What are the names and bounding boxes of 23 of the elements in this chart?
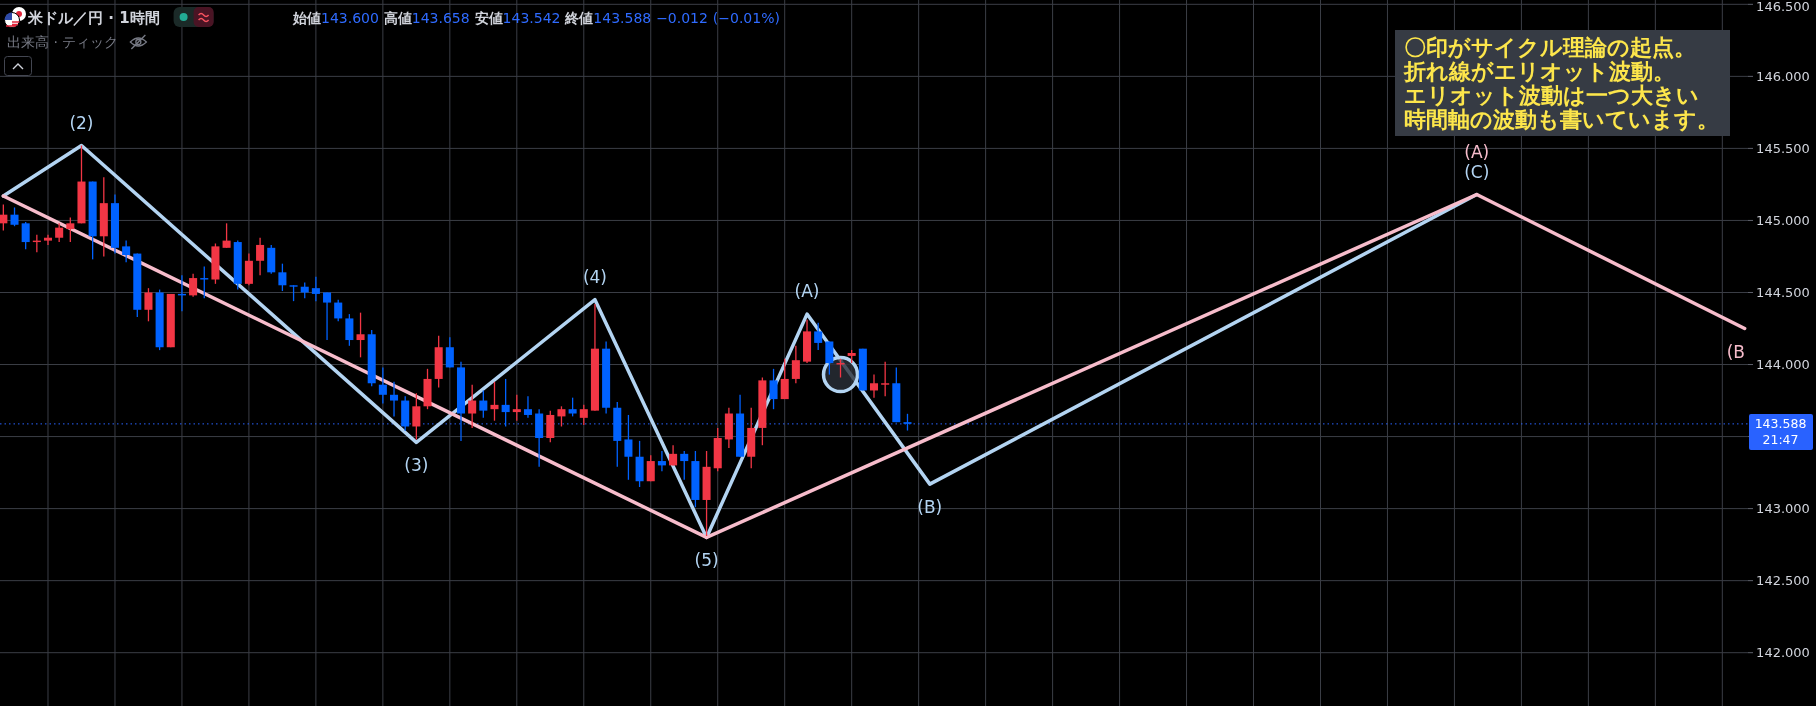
annotation: (A) <box>1464 141 1490 162</box>
y-tick-label: 145.000 <box>1756 212 1810 228</box>
annotation: (3) <box>404 455 429 476</box>
annotation: (B <box>1726 341 1745 362</box>
y-tick-label: 145.500 <box>1756 140 1810 156</box>
y-tick-label: 142.500 <box>1756 573 1810 589</box>
text: 米ドル／円 · 1時間 <box>27 9 160 27</box>
annotation: (A) <box>794 281 820 302</box>
text: 始値143.600 高値143.658 安値143.542 終値143.588 −0.012 (−0.01%) <box>293 10 780 26</box>
ref-line-label: 143.588 21:47 <box>1754 416 1807 448</box>
annotation: (2) <box>69 112 94 133</box>
annotation: (5) <box>694 550 719 571</box>
annotation: (C) <box>1464 161 1490 182</box>
y-tick-label: 144.500 <box>1756 284 1810 300</box>
annotation: 〇印がサイクル理論の起点。折れ線がエリオット波動。エリオット波動は一つ大きい時間軸の波動も書いています。 <box>1403 35 1719 132</box>
annotation: (B) <box>917 497 943 518</box>
y-tick-label: 146.000 <box>1756 68 1810 84</box>
y-tick-label: 144.000 <box>1756 357 1810 373</box>
annotation: (4) <box>582 266 607 287</box>
y-tick-label: 146.500 <box>1756 0 1810 14</box>
annotation: 出来高 · ティック <box>7 34 119 50</box>
y-tick-label: 143.000 <box>1756 501 1810 517</box>
y-tick-label: 142.000 <box>1756 645 1810 661</box>
